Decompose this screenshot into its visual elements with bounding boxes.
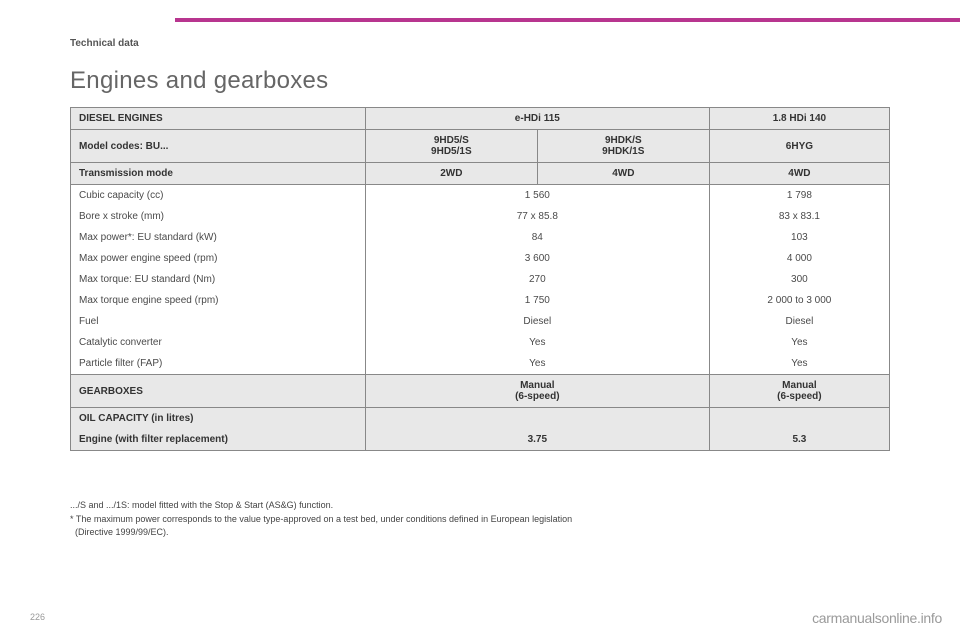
table-row: Max torque: EU standard (Nm)270300 xyxy=(71,269,890,290)
footnote-line: .../S and .../1S: model fitted with the … xyxy=(70,499,890,513)
table-cell: Diesel xyxy=(709,311,889,332)
table-row: Transmission mode2WD4WD4WD xyxy=(71,163,890,185)
table-cell: Diesel xyxy=(365,311,709,332)
table-cell: 5.3 xyxy=(709,429,889,451)
table-row-label: Bore x stroke (mm) xyxy=(71,206,366,227)
table-cell: Yes xyxy=(709,353,889,375)
table-cell: 9HDK/S9HDK/1S xyxy=(537,130,709,163)
watermark: carmanualsonline.info xyxy=(812,610,942,626)
table-cell: Manual(6-speed) xyxy=(709,375,889,408)
table-cell: 9HD5/S9HD5/1S xyxy=(365,130,537,163)
table-row-label: Max power*: EU standard (kW) xyxy=(71,227,366,248)
table-cell: 270 xyxy=(365,269,709,290)
table-cell: e-HDi 115 xyxy=(365,108,709,130)
table-cell: 4WD xyxy=(537,163,709,185)
table-row: Bore x stroke (mm)77 x 85.883 x 83.1 xyxy=(71,206,890,227)
table-header-label: Transmission mode xyxy=(71,163,366,185)
oil-row-label: Engine (with filter replacement) xyxy=(71,429,366,451)
table-cell: Manual(6-speed) xyxy=(365,375,709,408)
table-row-label: Max torque engine speed (rpm) xyxy=(71,290,366,311)
table-row: FuelDieselDiesel xyxy=(71,311,890,332)
table-cell: 1 560 xyxy=(365,185,709,207)
table-cell: 3.75 xyxy=(365,429,709,451)
page-title: Engines and gearboxes xyxy=(70,67,890,95)
table-cell: 4 000 xyxy=(709,248,889,269)
table-row: OIL CAPACITY (in litres) xyxy=(71,408,890,430)
spec-table: DIESEL ENGINESe-HDi 1151.8 HDi 140Model … xyxy=(70,107,890,451)
table-cell: Yes xyxy=(709,332,889,353)
footnote-line: (Directive 1999/99/EC). xyxy=(70,526,890,540)
table-row: Catalytic converterYesYes xyxy=(71,332,890,353)
gearbox-label: GEARBOXES xyxy=(71,375,366,408)
table-cell: 1 750 xyxy=(365,290,709,311)
table-cell: 103 xyxy=(709,227,889,248)
table-row: GEARBOXESManual(6-speed)Manual(6-speed) xyxy=(71,375,890,408)
accent-bar xyxy=(175,18,960,22)
table-cell: 1 798 xyxy=(709,185,889,207)
table-cell: 84 xyxy=(365,227,709,248)
table-row: Engine (with filter replacement)3.755.3 xyxy=(71,429,890,451)
table-header-label: DIESEL ENGINES xyxy=(71,108,366,130)
table-row-label: Fuel xyxy=(71,311,366,332)
table-row: Max power*: EU standard (kW)84103 xyxy=(71,227,890,248)
table-row: Particle filter (FAP)YesYes xyxy=(71,353,890,375)
table-cell: 4WD xyxy=(709,163,889,185)
table-row-label: Max torque: EU standard (Nm) xyxy=(71,269,366,290)
section-label: Technical data xyxy=(70,38,890,49)
table-header-label: Model codes: BU... xyxy=(71,130,366,163)
table-cell: Yes xyxy=(365,332,709,353)
page-number: 226 xyxy=(30,612,45,622)
table-cell: 6HYG xyxy=(709,130,889,163)
oil-header-label: OIL CAPACITY (in litres) xyxy=(71,408,366,430)
table-row-label: Catalytic converter xyxy=(71,332,366,353)
table-cell: Yes xyxy=(365,353,709,375)
table-row: Max power engine speed (rpm)3 6004 000 xyxy=(71,248,890,269)
footnote-line: * The maximum power corresponds to the v… xyxy=(70,513,890,527)
table-cell: 3 600 xyxy=(365,248,709,269)
footnotes: .../S and .../1S: model fitted with the … xyxy=(70,499,890,540)
table-row-label: Cubic capacity (cc) xyxy=(71,185,366,207)
table-row: Max torque engine speed (rpm)1 7502 000 … xyxy=(71,290,890,311)
table-row: Cubic capacity (cc)1 5601 798 xyxy=(71,185,890,207)
table-cell: 1.8 HDi 140 xyxy=(709,108,889,130)
table-cell: 300 xyxy=(709,269,889,290)
table-row-label: Max power engine speed (rpm) xyxy=(71,248,366,269)
table-cell: 83 x 83.1 xyxy=(709,206,889,227)
page-content: Technical data Engines and gearboxes DIE… xyxy=(0,0,960,540)
table-cell: 77 x 85.8 xyxy=(365,206,709,227)
table-cell: 2WD xyxy=(365,163,537,185)
table-cell: 2 000 to 3 000 xyxy=(709,290,889,311)
table-row: DIESEL ENGINESe-HDi 1151.8 HDi 140 xyxy=(71,108,890,130)
table-cell xyxy=(365,408,709,430)
table-cell xyxy=(709,408,889,430)
table-row-label: Particle filter (FAP) xyxy=(71,353,366,375)
table-row: Model codes: BU...9HD5/S9HD5/1S9HDK/S9HD… xyxy=(71,130,890,163)
